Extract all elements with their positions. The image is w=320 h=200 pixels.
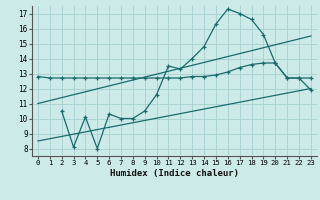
X-axis label: Humidex (Indice chaleur): Humidex (Indice chaleur) <box>110 169 239 178</box>
